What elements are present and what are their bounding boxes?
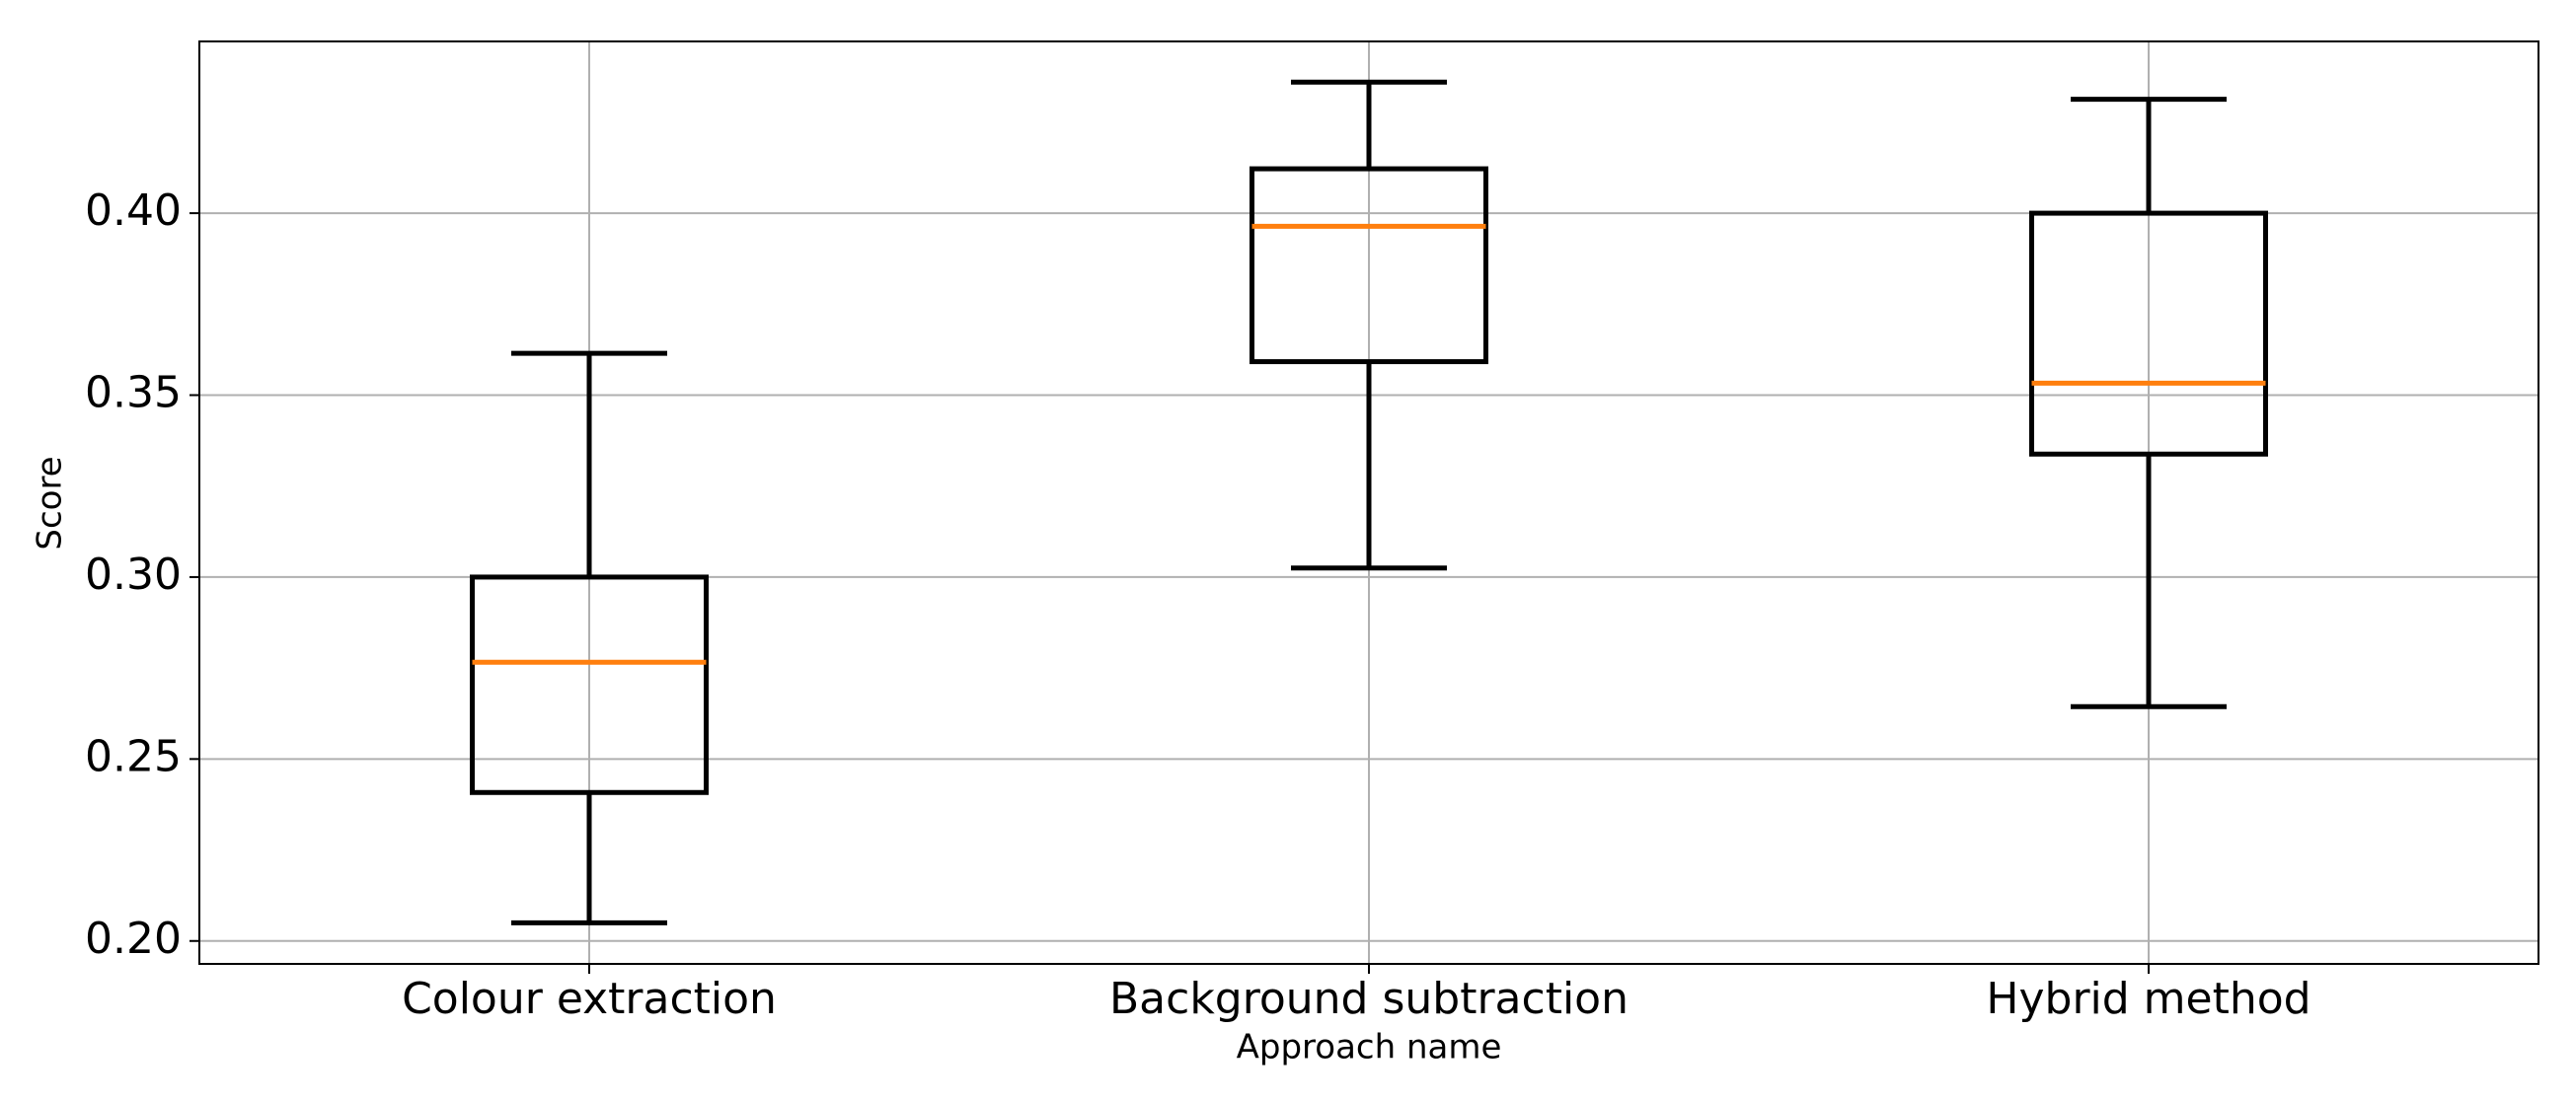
- box: [470, 574, 709, 795]
- x-tick-label: Background subtraction: [1109, 974, 1629, 1024]
- x-axis-label: Approach name: [1237, 1028, 1502, 1067]
- y-tick-label: 0.35: [85, 368, 182, 418]
- box: [1250, 166, 1488, 365]
- plot-frame: [198, 40, 2539, 965]
- x-tick-label: Colour extraction: [402, 974, 777, 1024]
- y-tick-label: 0.25: [85, 731, 182, 781]
- x-tick-label: Hybrid method: [1986, 974, 2311, 1024]
- y-axis-label: Score: [31, 456, 70, 550]
- y-tick-label: 0.20: [85, 914, 182, 964]
- box: [2029, 210, 2268, 457]
- y-tick-label: 0.30: [85, 550, 182, 600]
- y-tick-label: 0.40: [85, 185, 182, 236]
